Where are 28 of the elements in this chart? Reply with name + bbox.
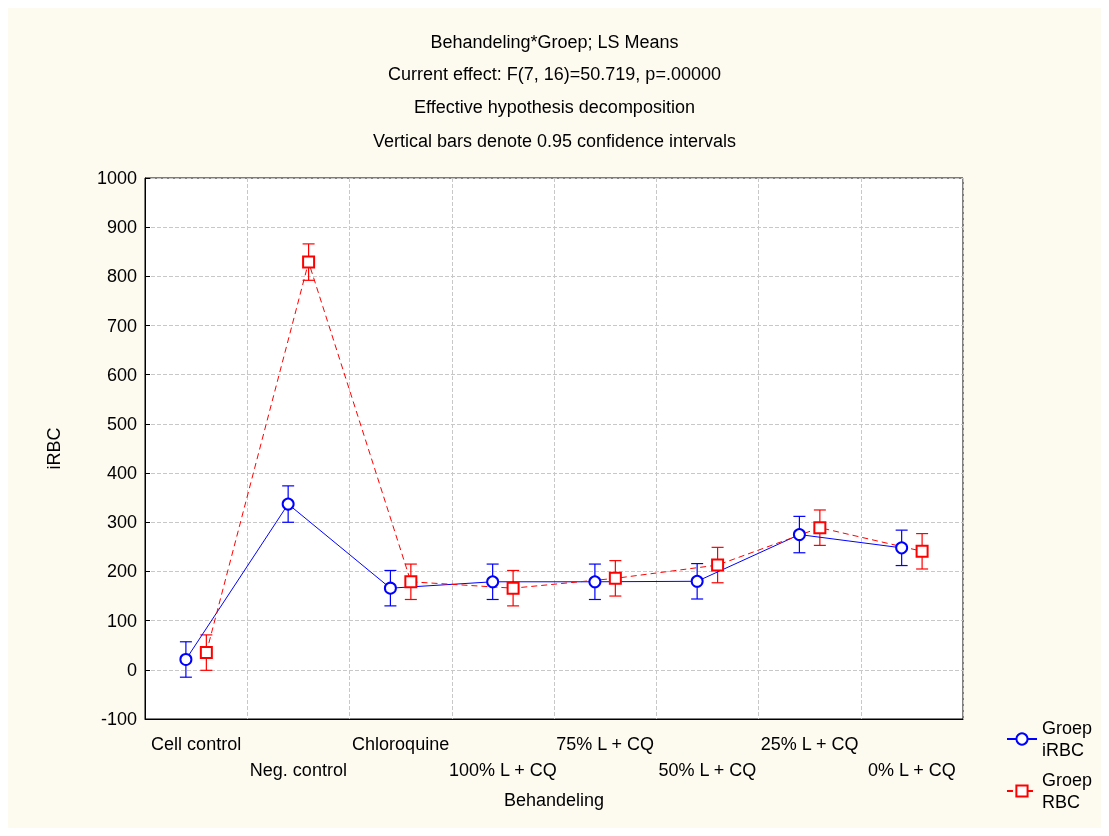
text: Vertical bars denote 0.95 confidence intervals [372,131,737,151]
y-tick-label: -100 [100,709,137,729]
legend-label: Groep RBC [1041,770,1092,812]
y-tick-label: 600 [106,364,137,385]
y-axis-title: iRBC [44,427,64,470]
y-tick-label: 100 [106,610,137,631]
x-tick-label: 50% L + CQ [658,760,757,780]
chart-title: Behandeling*Groep; LS Means [430,32,679,52]
x-axis-title: Behandeling [503,790,605,810]
chart-subtitle: Current effect: F(7, 16)=50.719, p=.00000 [388,64,721,84]
x-tick-label: Cell control [151,734,242,754]
x-tick-label: 25% L + CQ [760,734,859,754]
y-tick-label: 900 [106,217,137,238]
y-tick-label: 300 [106,512,137,533]
y-tick-label: 1000 [96,168,137,188]
y-tick-label: 500 [106,413,137,434]
x-tick-label: Chloroquine [352,734,450,754]
y-tick-label: 800 [106,266,137,287]
text: Effective hypothesis decomposition [414,97,695,117]
x-tick-label: 0% L + CQ [867,760,956,780]
x-tick-label: 75% L + CQ [556,734,655,754]
x-tick-label: Neg. control [249,760,347,780]
legend-label: Groep iRBC [1041,718,1092,760]
y-tick-label: 700 [106,315,137,336]
y-tick-label: 0 [126,659,137,680]
y-tick-label: 400 [106,463,137,484]
x-tick-label: 100% L + CQ [448,760,557,780]
y-tick-label: 200 [106,561,137,582]
